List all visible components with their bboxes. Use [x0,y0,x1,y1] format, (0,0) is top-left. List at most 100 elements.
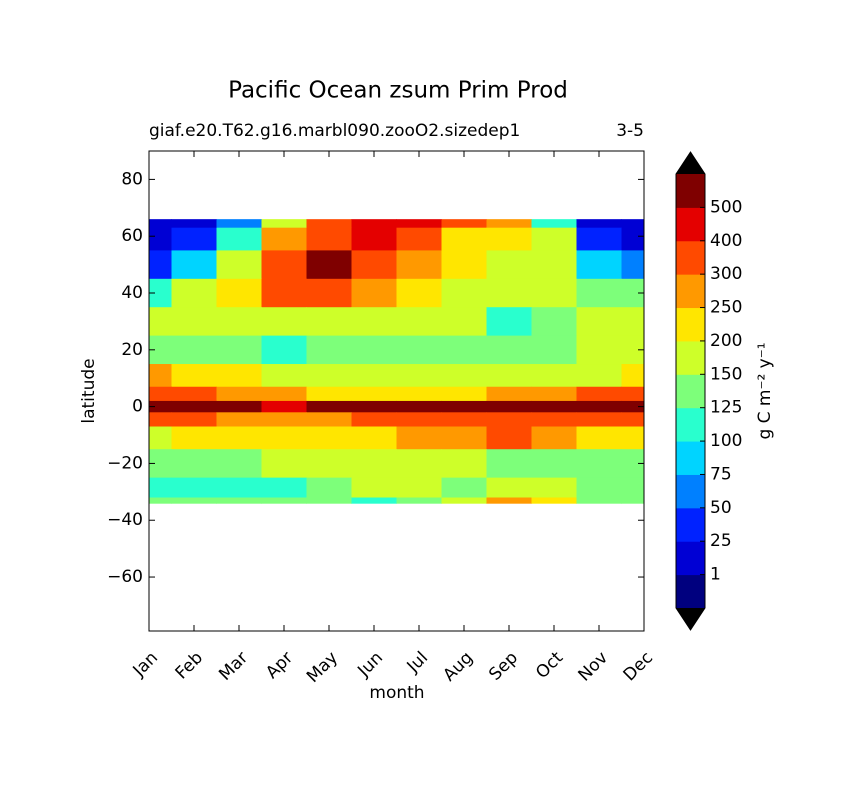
contour-cell [441,400,487,413]
subtitle: 3-5 [616,121,644,141]
contour-cell [171,426,217,450]
contour-cell [171,227,217,251]
colorbar-tick-label: 300 [710,264,742,284]
contour-cell [149,400,172,413]
contour-cell [216,497,262,504]
colorbar-segment [676,541,705,576]
contour-cell [261,219,307,229]
contour-cell [396,477,442,499]
colorbar-segment [676,374,705,409]
contour-cell [306,400,352,413]
y-axis-label: latitude [79,358,99,423]
contour-cell [486,250,532,280]
contour-cell [149,278,172,308]
contour-cell [261,364,307,388]
contour-cell [306,412,352,428]
x-tick-label: Aug [439,648,477,686]
x-tick-label: May [303,648,342,687]
colorbar-segment [676,407,705,442]
chart-title: Pacific Ocean zsum Prim Prod [228,78,568,104]
contour-cell [621,364,645,388]
colorbar-tick-label: 500 [710,197,742,217]
contour-cell [576,307,622,337]
x-tick-label: Nov [574,648,612,686]
contour-cell [171,449,217,479]
colorbar-tick-label: 200 [710,331,742,351]
contour-cell [351,364,397,388]
colorbar-label: g C m⁻² y⁻¹ [755,342,775,439]
contour-cell [261,227,307,251]
contour-cell [171,335,217,365]
x-tick-label: Feb [172,648,207,683]
x-tick-label: Mar [215,648,252,685]
contour-cell [486,426,532,450]
contour-cell [396,250,442,280]
contour-cell [171,250,217,280]
contour-cell [149,412,172,428]
contour-cell [216,227,262,251]
colorbar-tick-label: 100 [710,431,742,451]
contour-cell [441,250,487,280]
contour-cell [486,412,532,428]
contour-cell [576,426,622,450]
contour-cell [351,227,397,251]
contour-cell [531,386,577,402]
x-tick-label: Sep [485,648,522,685]
contour-cell [576,386,622,402]
contour-cell [396,412,442,428]
contour-cell [149,449,172,479]
contour-cell [396,364,442,388]
contour-cell [261,335,307,365]
contour-cell [396,400,442,413]
colorbar-segment [676,574,705,609]
colorbar-tick-label: 25 [710,531,732,551]
contour-cell [441,449,487,479]
contour-cell [396,386,442,402]
contour-cell [351,335,397,365]
contour-cell [621,386,645,402]
contour-cell [576,278,622,308]
contour-cell [621,219,645,229]
contour-cell [576,227,622,251]
contour-cell [261,449,307,479]
contour-cell [576,412,622,428]
colorbar-tick-label: 400 [710,231,742,251]
contour-cell [621,227,645,251]
contour-cell [351,412,397,428]
y-tick-label: −40 [107,510,143,530]
colorbar-tick-label: 250 [710,298,742,318]
x-tick-label: Oct [532,648,567,683]
contour-cell [621,400,645,413]
contour-cell [171,412,217,428]
contour-cell [149,219,172,229]
contour-cell [306,278,352,308]
contour-cell [149,426,172,450]
colorbar-segment [676,274,705,309]
contour-cell [171,219,217,229]
contour-cell [396,449,442,479]
contour-cell [261,307,307,337]
x-tick-label: Jul [403,648,432,677]
contour-cell [441,278,487,308]
contour-cell [486,400,532,413]
contour-cell [261,477,307,499]
contour-cell [531,400,577,413]
contour-cell [306,449,352,479]
contour-cell [216,364,262,388]
colorbar-extend [676,152,705,174]
contour-cell [486,227,532,251]
contour-cell [216,426,262,450]
contour-cell [486,497,532,504]
contour-cell [396,426,442,450]
contour-cell [216,400,262,413]
contour-cell [441,219,487,229]
contour-cell [396,307,442,337]
contour-cell [621,307,645,337]
contour-cell [441,227,487,251]
contour-cell [531,364,577,388]
x-tick-label: Dec [620,648,657,685]
contour-cell [351,400,397,413]
contour-cell [531,497,577,504]
contour-cell [216,278,262,308]
contour-cell [621,426,645,450]
